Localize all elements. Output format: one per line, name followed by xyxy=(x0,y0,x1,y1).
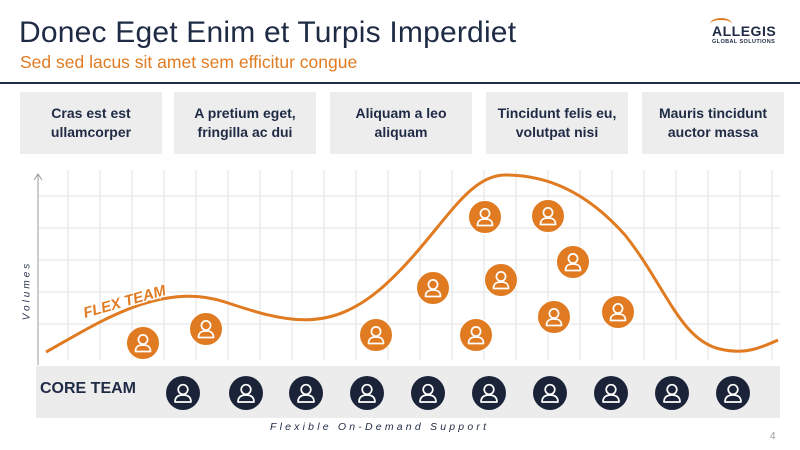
person-icon xyxy=(358,383,376,403)
flex-member-7 xyxy=(484,263,518,297)
core-member-6 xyxy=(472,376,506,410)
phase-box-2: A pretium eget, fringilla ac dui xyxy=(174,92,316,154)
flex-member-9 xyxy=(556,245,590,279)
person-icon xyxy=(467,326,485,345)
core-member-8 xyxy=(594,376,628,410)
person-icon xyxy=(724,383,742,403)
flex-member-11 xyxy=(601,295,635,329)
person-icon xyxy=(564,253,582,272)
phase-box-3: Aliquam a leo aliquam xyxy=(330,92,472,154)
person-icon xyxy=(492,271,510,290)
person-icon xyxy=(134,334,152,353)
flex-member-6 xyxy=(468,200,502,234)
phase-box-4: Tincidunt felis eu, volutpat nisi xyxy=(486,92,628,154)
person-icon xyxy=(480,383,498,403)
phase-box-5: Mauris tincidunt auctor massa xyxy=(642,92,784,154)
core-member-3 xyxy=(289,376,323,410)
person-icon xyxy=(539,207,557,226)
person-icon xyxy=(297,383,315,403)
logo-arc-icon xyxy=(710,18,732,30)
person-icon xyxy=(419,383,437,403)
person-icon xyxy=(663,383,681,403)
core-member-2 xyxy=(229,376,263,410)
flex-member-1 xyxy=(126,326,160,360)
phase-box-1: Cras est est ullamcorper xyxy=(20,92,162,154)
core-team-label: CORE TEAM xyxy=(40,380,136,397)
core-member-4 xyxy=(350,376,384,410)
person-icon xyxy=(197,320,215,339)
x-axis-label: Flexible On-Demand Support xyxy=(270,421,490,433)
y-axis-label: Volumes xyxy=(21,260,33,321)
logo-subtitle: GLOBAL SOLUTIONS xyxy=(712,39,776,45)
flex-member-2 xyxy=(189,312,223,346)
person-icon xyxy=(541,383,559,403)
person-icon xyxy=(237,383,255,403)
flex-team-curve xyxy=(45,173,779,354)
header-divider xyxy=(0,82,800,84)
flex-member-3 xyxy=(359,318,393,352)
person-icon xyxy=(476,208,494,227)
core-member-10 xyxy=(716,376,750,410)
page-number: 4 xyxy=(770,431,776,442)
person-icon xyxy=(602,383,620,403)
person-icon xyxy=(424,279,442,298)
core-member-1 xyxy=(166,376,200,410)
core-member-9 xyxy=(655,376,689,410)
flex-team-label: FLEX TEAM xyxy=(81,282,168,322)
flex-member-8 xyxy=(531,199,565,233)
flex-member-4 xyxy=(416,271,450,305)
person-icon xyxy=(174,383,192,403)
y-axis xyxy=(33,173,43,365)
person-icon xyxy=(367,326,385,345)
flex-member-5 xyxy=(459,318,493,352)
slide-subtitle: Sed sed lacus sit amet sem efficitur con… xyxy=(20,52,358,72)
allegis-logo: ALLEGIS GLOBAL SOLUTIONS xyxy=(710,18,782,45)
slide-title: Donec Eget Enim et Turpis Imperdiet xyxy=(19,16,517,49)
core-member-5 xyxy=(411,376,445,410)
person-icon xyxy=(609,303,627,322)
person-icon xyxy=(545,308,563,327)
flex-member-10 xyxy=(537,300,571,334)
core-member-7 xyxy=(533,376,567,410)
